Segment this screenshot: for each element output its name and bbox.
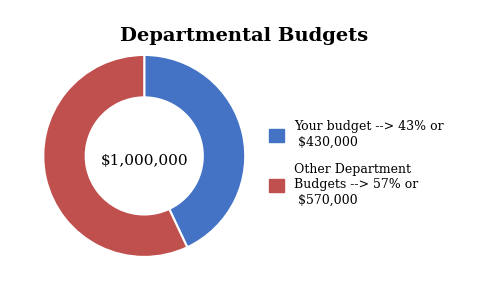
Text: Departmental Budgets: Departmental Budgets [120,27,368,45]
Legend: Your budget --> 43% or
 $430,000, Other Department
Budgets --> 57% or
 $570,000: Your budget --> 43% or $430,000, Other D… [264,115,448,211]
Wedge shape [144,55,245,247]
Text: $1,000,000: $1,000,000 [100,154,188,168]
Wedge shape [43,55,187,257]
